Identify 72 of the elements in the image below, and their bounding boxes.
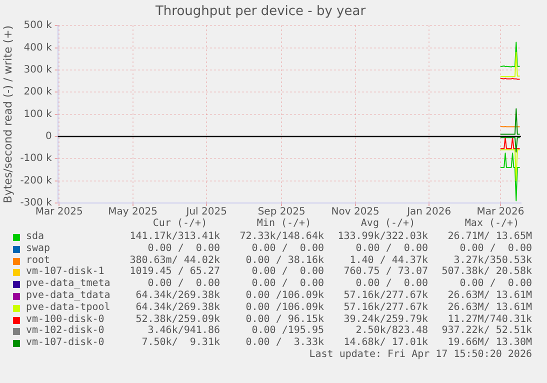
text: 0.00 / 0.00 [250, 278, 324, 290]
text: 0.00 /106.09k [244, 302, 324, 313]
legend-label: vm-107-disk-0 [26, 337, 104, 348]
text: 57.16k/277.67k [342, 290, 428, 301]
text: 39.24k/259.79k [342, 314, 428, 325]
text: 72.33k/148.64k [238, 231, 324, 242]
text: 26.63M/ 13.61M [446, 290, 532, 301]
y-tick-label: 200 k [24, 86, 52, 98]
text: 52.38k/259.09k [134, 314, 220, 325]
x-tick-label: Jul 2025 [185, 206, 227, 218]
x-tick-label: Sep 2025 [258, 206, 306, 218]
text: 1019.45 / 65.27 [128, 266, 220, 278]
text: 0.00 / 0.00 [354, 278, 428, 290]
text: 0.00 / 0.00 [250, 266, 324, 278]
legend-label: sda [26, 231, 44, 242]
text: Avg (-/+) [360, 218, 416, 229]
legend-label: vm-100-disk-0 [26, 314, 104, 325]
x-tick-label: Mar 2026 [476, 206, 524, 218]
y-tick-label: -200 k [20, 175, 52, 186]
text: 3.46k/941.86 [146, 325, 220, 336]
legend-label: vm-107-disk-1 [26, 266, 104, 278]
legend-label: pve-data_tmeta [26, 278, 110, 290]
text: 64.34k/269.38k [134, 302, 220, 313]
text: 57.16k/277.67k [342, 302, 428, 313]
y-tick-label: -100 k [20, 153, 52, 164]
x-tick-label: Jan 2026 [406, 206, 452, 218]
text: 11.27M/740.31k [446, 314, 532, 325]
text: Last update: Fri Apr 17 15:50:20 2026 [309, 348, 532, 360]
text: 937.22k/ 52.51k [440, 325, 532, 336]
text: 0.00 / 0.00 [250, 242, 324, 254]
y-tick-label: 0 [45, 131, 52, 142]
legend-label: pve-data_tdata [26, 290, 110, 301]
legend-label: pve-data-tpool [26, 302, 110, 313]
x-tick-label: Mar 2025 [35, 206, 83, 218]
text: 0.00 / 0.00 [146, 278, 220, 290]
text: 19.66M/ 13.30M [446, 337, 532, 348]
text: 26.63M/ 13.61M [446, 302, 532, 313]
text: 380.63m/ 44.02k [128, 254, 220, 266]
y-tick-label: 400 k [24, 42, 52, 54]
text: 507.38k/ 20.58k [440, 266, 532, 278]
text: Min (-/+) [256, 218, 312, 229]
y-axis-title: Bytes/second read (-) / write (+) [1, 25, 14, 204]
y-tick-label: 500 k [24, 20, 52, 32]
text: 0.00 / 38.16k [244, 254, 324, 266]
text: 0.00 / 0.00 [146, 242, 220, 254]
chart-title: Throughput per device - by year [154, 4, 366, 20]
text: 64.34k/269.38k [134, 290, 220, 301]
text: 0.00 / 3.33k [244, 337, 324, 348]
text: 0.00 / 0.00 [458, 278, 532, 290]
text: 0.00 /195.95 [250, 325, 324, 336]
text: 2.50k/823.48 [354, 325, 428, 336]
text: 7.50k/ 9.31k [140, 337, 220, 348]
text: Cur (-/+) [152, 218, 208, 229]
text: 760.75 / 73.07 [342, 266, 428, 278]
text: 0.00 / 0.00 [458, 242, 532, 254]
text: 26.71M/ 13.65M [446, 231, 532, 242]
y-tick-label: 300 k [24, 64, 52, 76]
legend-label: root [26, 254, 50, 266]
text: 0.00 /106.09k [244, 290, 324, 301]
text: 14.68k/ 17.01k [342, 337, 428, 348]
text: 0.00 / 96.15k [244, 314, 324, 325]
text: Max (-/+) [464, 218, 520, 229]
text: 0.00 / 0.00 [354, 242, 428, 254]
text: 133.99k/322.03k [336, 231, 428, 242]
x-tick-label: Nov 2025 [331, 206, 380, 218]
legend-label: swap [26, 242, 50, 254]
x-tick-label: May 2025 [108, 206, 158, 218]
text: 141.17k/313.41k [128, 231, 220, 242]
y-tick-label: 100 k [24, 108, 52, 120]
text: 3.27k/350.53k [452, 254, 532, 266]
legend-label: vm-102-disk-0 [26, 325, 104, 336]
text: 1.40 / 44.37k [348, 254, 428, 266]
